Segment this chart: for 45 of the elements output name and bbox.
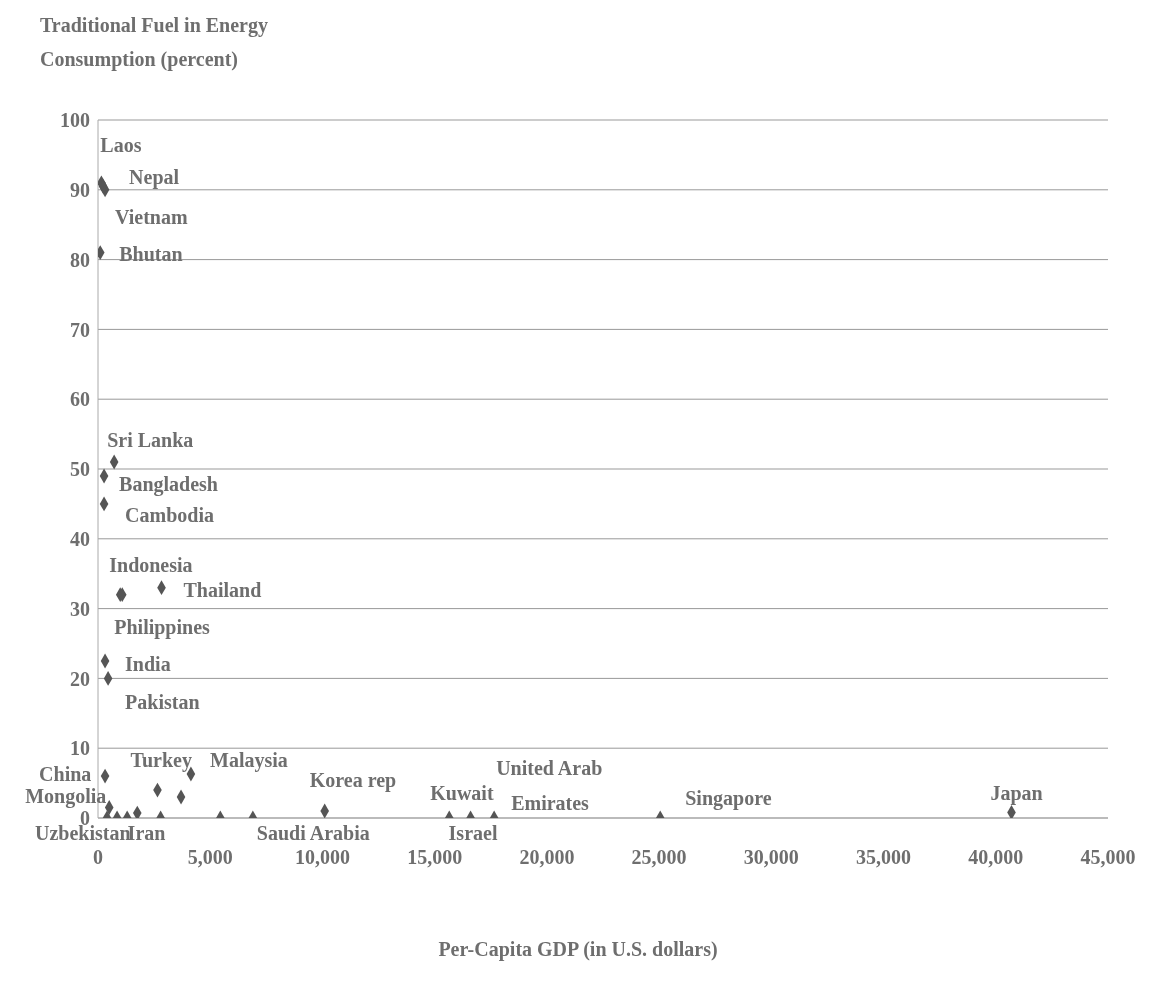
annotation: Iran xyxy=(127,821,166,844)
x-tick-label: 35,000 xyxy=(856,846,912,869)
annotation: Indonesia xyxy=(109,553,193,576)
x-tick-label: 15,000 xyxy=(407,846,463,869)
annotation: Pakistan xyxy=(125,690,200,713)
annotation: India xyxy=(125,652,171,675)
annotation: Nepal xyxy=(129,165,180,189)
annotation: Japan xyxy=(990,782,1043,806)
y-tick-label: 40 xyxy=(70,527,90,550)
annotation: Turkey xyxy=(130,748,192,772)
x-tick-label: 30,000 xyxy=(743,846,799,869)
annotation: China xyxy=(39,762,92,785)
annotation: Cambodia xyxy=(125,503,214,526)
x-axis-title: Per-Capita GDP (in U.S. dollars) xyxy=(437,938,719,961)
annotation: Philippines xyxy=(114,615,211,639)
x-tick-label: 5,000 xyxy=(187,846,233,869)
y-tick-label: 20 xyxy=(70,667,90,690)
x-tick-label: 45,000 xyxy=(1080,846,1136,869)
annotation: Malaysia xyxy=(210,748,288,772)
x-tick-label: 10,000 xyxy=(294,846,350,869)
y-tick-label: 50 xyxy=(70,458,90,481)
annotation: Saudi Arabia xyxy=(256,821,370,844)
y-tick-label: 60 xyxy=(70,388,90,411)
x-tick-label: 20,000 xyxy=(519,846,575,869)
y-tick-label: 70 xyxy=(70,318,90,341)
annotation: Bhutan xyxy=(119,242,183,265)
annotation: Thailand xyxy=(183,578,262,601)
y-tick-label: 90 xyxy=(70,178,90,201)
annotation: Israel xyxy=(448,821,498,844)
annotation: Bangladesh xyxy=(119,472,218,496)
annotation: United Arab Emirates xyxy=(496,756,603,814)
y-tick-label: 100 xyxy=(60,109,90,132)
annotation: Korea rep xyxy=(309,768,397,792)
annotation: Mongolia xyxy=(25,784,107,808)
y-tick-label: 10 xyxy=(70,737,90,760)
annotation: Vietnam xyxy=(115,205,188,228)
annotation: Singapore xyxy=(685,786,772,810)
annotation: Kuwait xyxy=(430,781,494,804)
annotation: Laos xyxy=(100,133,142,156)
y-axis-title: Traditional Fuel in Energy Consumption (percent) xyxy=(40,13,269,73)
x-tick-label: 25,000 xyxy=(631,846,687,869)
y-tick-label: 30 xyxy=(70,597,90,620)
annotation: Sri Lanka xyxy=(107,428,194,451)
y-tick-label: 80 xyxy=(70,248,90,271)
x-tick-label: 40,000 xyxy=(968,846,1024,869)
